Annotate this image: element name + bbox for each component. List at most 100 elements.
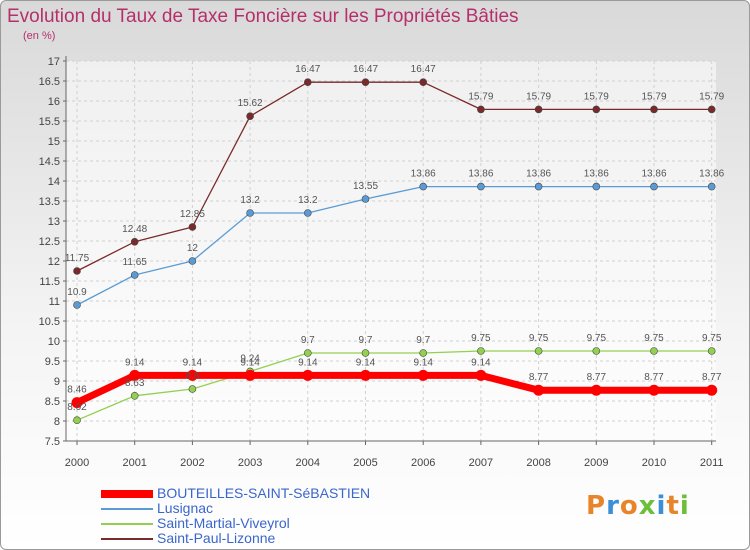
data-label: 9.7 bbox=[416, 335, 430, 346]
data-point bbox=[534, 182, 543, 191]
data-point bbox=[477, 182, 485, 191]
data-point bbox=[592, 182, 601, 191]
data-label: 9.75 bbox=[587, 333, 607, 344]
data-label: 15.79 bbox=[699, 91, 724, 102]
data-label: 15.62 bbox=[238, 98, 263, 109]
data-label: 13.2 bbox=[240, 195, 260, 206]
logo-letter: x bbox=[638, 491, 657, 521]
data-label: 8.77 bbox=[529, 372, 549, 383]
y-tick-label: 13.5 bbox=[39, 196, 60, 208]
y-tick-label: 14 bbox=[48, 176, 60, 188]
x-tick-label: 2006 bbox=[411, 457, 435, 469]
data-label: 13.86 bbox=[411, 169, 436, 180]
data-point bbox=[477, 347, 485, 355]
x-tick-label: 2011 bbox=[700, 457, 724, 469]
y-tick-label: 9 bbox=[54, 376, 60, 388]
data-label: 8.8 bbox=[185, 371, 199, 382]
data-label: 13.86 bbox=[526, 169, 551, 180]
y-tick-label: 9.5 bbox=[45, 356, 60, 368]
data-label: 16.47 bbox=[353, 64, 378, 75]
logo-letter: t bbox=[666, 491, 680, 521]
data-point bbox=[71, 397, 83, 409]
data-label: 13.86 bbox=[641, 169, 666, 180]
y-tick-label: 11.5 bbox=[39, 276, 60, 288]
data-point bbox=[417, 369, 429, 381]
x-tick-label: 2009 bbox=[584, 457, 608, 469]
data-point bbox=[73, 301, 81, 309]
legend-swatch bbox=[101, 537, 153, 540]
data-point bbox=[707, 182, 716, 191]
data-label: 10.9 bbox=[67, 287, 87, 298]
data-label: 9.75 bbox=[644, 333, 664, 344]
data-point bbox=[477, 105, 485, 114]
chart-unit: (en %) bbox=[23, 30, 56, 42]
data-label: 9.24 bbox=[240, 353, 260, 364]
logo-letter: i bbox=[679, 491, 690, 521]
y-tick-label: 17 bbox=[48, 56, 60, 68]
x-tick-label: 2005 bbox=[353, 457, 377, 469]
data-label: 9.14 bbox=[356, 357, 376, 368]
series-line bbox=[75, 371, 712, 406]
data-label: 12.48 bbox=[122, 224, 147, 235]
data-label: 13.86 bbox=[584, 169, 609, 180]
y-tick-label: 14.5 bbox=[39, 156, 60, 168]
legend-label: Lusignac bbox=[157, 500, 214, 516]
data-point bbox=[648, 384, 660, 396]
data-point bbox=[475, 369, 487, 381]
data-point bbox=[419, 349, 428, 357]
data-label: 15.79 bbox=[584, 91, 609, 102]
data-label: 8.77 bbox=[587, 372, 607, 383]
legend-label: Saint-Paul-Lizonne bbox=[157, 530, 276, 546]
logo-letter: r bbox=[606, 491, 620, 521]
x-tick-label: 2003 bbox=[238, 457, 262, 469]
data-label: 8.77 bbox=[644, 372, 664, 383]
data-label: 9.7 bbox=[301, 335, 315, 346]
legend-item: Lusignac bbox=[101, 501, 370, 516]
data-point bbox=[130, 238, 139, 246]
data-label: 13.55 bbox=[353, 181, 378, 192]
chart-title: Evolution du Taux de Taxe Foncière sur l… bbox=[7, 6, 519, 27]
data-point bbox=[419, 78, 428, 86]
y-tick-label: 13 bbox=[48, 216, 60, 228]
x-tick-label: 2002 bbox=[180, 457, 204, 469]
series-line bbox=[76, 350, 712, 421]
data-point bbox=[419, 182, 428, 191]
x-tick-label: 2010 bbox=[642, 457, 666, 469]
data-label: 9.7 bbox=[359, 335, 373, 346]
data-point bbox=[534, 347, 543, 355]
data-point bbox=[707, 347, 716, 355]
data-point bbox=[361, 195, 370, 203]
data-point bbox=[188, 385, 197, 393]
data-label: 9.14 bbox=[413, 357, 433, 368]
x-tick-label: 2004 bbox=[296, 457, 320, 469]
data-label: 12.85 bbox=[180, 209, 205, 220]
data-point bbox=[707, 105, 716, 114]
data-point bbox=[590, 384, 602, 396]
data-point bbox=[706, 384, 718, 396]
x-tick-label: 2000 bbox=[65, 457, 89, 469]
series-line bbox=[76, 185, 712, 306]
y-tick-label: 16.5 bbox=[39, 76, 60, 88]
x-tick-label: 2001 bbox=[122, 457, 146, 469]
data-point bbox=[360, 369, 371, 381]
data-label: 13.2 bbox=[298, 195, 318, 206]
data-point bbox=[130, 271, 139, 279]
data-point bbox=[303, 209, 312, 217]
logo-letter: o bbox=[619, 491, 639, 521]
y-tick-label: 16 bbox=[48, 96, 60, 108]
data-label: 15.79 bbox=[641, 91, 666, 102]
y-tick-label: 12.5 bbox=[39, 236, 60, 248]
data-point bbox=[533, 384, 545, 396]
data-label: 16.47 bbox=[295, 64, 320, 75]
data-point bbox=[244, 369, 256, 381]
data-point bbox=[650, 182, 658, 191]
data-point bbox=[650, 105, 658, 114]
y-tick-label: 15.5 bbox=[39, 116, 60, 128]
data-point bbox=[302, 369, 314, 381]
x-tick-label: 2008 bbox=[526, 457, 550, 469]
plot-area bbox=[66, 61, 716, 441]
data-point bbox=[534, 105, 543, 114]
data-label: 12 bbox=[187, 243, 199, 254]
